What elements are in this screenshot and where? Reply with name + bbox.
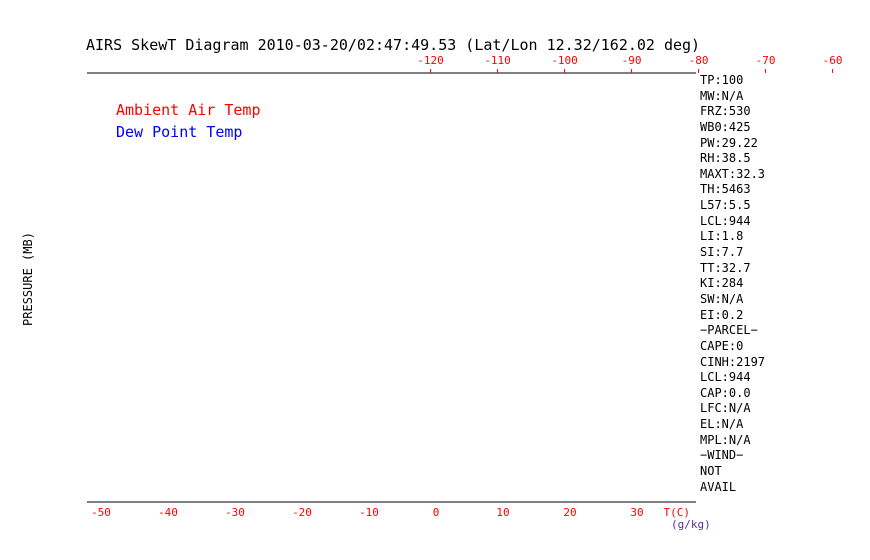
stat-item: −WIND− bbox=[700, 448, 744, 463]
top-tick-label: -80 bbox=[689, 54, 709, 67]
bottom-tick-label: -50 bbox=[91, 506, 111, 519]
stat-item: LFC:N/A bbox=[700, 401, 751, 416]
stat-item: CAPE:0 bbox=[700, 338, 744, 353]
stat-item: EL:N/A bbox=[700, 417, 744, 432]
top-tick-label: -70 bbox=[756, 54, 776, 67]
stats-panel: TP:100 MW:N/A FRZ:530 WB0:425 PW:29.22 RH:38.… bbox=[700, 73, 765, 495]
bottom-tick-label: 10 bbox=[496, 506, 509, 519]
bottom-tick-label: 0 bbox=[433, 506, 440, 519]
legend-dew-point-temp: Dew Point Temp bbox=[116, 123, 243, 141]
stat-item: −PARCEL− bbox=[700, 323, 758, 338]
legend-ambient-air-temp: Ambient Air Temp bbox=[116, 101, 261, 119]
bottom-tick-label: -10 bbox=[359, 506, 379, 519]
stat-item: SI:7.7 bbox=[700, 245, 744, 260]
top-tick-label: -100 bbox=[551, 54, 578, 67]
stat-item: AVAIL bbox=[700, 479, 737, 494]
top-tick-label: -110 bbox=[484, 54, 511, 67]
stat-item: LI:1.8 bbox=[700, 229, 744, 244]
stat-item: WB0:425 bbox=[700, 119, 751, 134]
stat-item: L57:5.5 bbox=[700, 198, 751, 213]
stat-item: TT:32.7 bbox=[700, 260, 751, 275]
bottom-tick-label: -30 bbox=[225, 506, 245, 519]
stat-item: MPL:N/A bbox=[700, 432, 751, 447]
stat-item: TH:5463 bbox=[700, 182, 751, 197]
stat-item: MAXT:32.3 bbox=[700, 166, 766, 181]
stat-item: NOT bbox=[700, 464, 722, 479]
chart-title: AIRS SkewT Diagram 2010-03-20/02:47:49.5… bbox=[86, 36, 701, 54]
mixing-ratio-unit-label: (g/kg) bbox=[671, 518, 711, 531]
stat-item: PW:29.22 bbox=[700, 135, 758, 150]
top-tick-label: -120 bbox=[417, 54, 444, 67]
stat-item: TP:100 bbox=[700, 73, 744, 87]
stat-item: MW:N/A bbox=[700, 88, 744, 103]
bottom-tick-label: -20 bbox=[292, 506, 312, 519]
top-tick-label: -90 bbox=[622, 54, 642, 67]
bottom-tick-label: 30 bbox=[630, 506, 643, 519]
stat-item: KI:284 bbox=[700, 276, 744, 291]
stat-item: LCL:944 bbox=[700, 370, 751, 385]
stat-item: FRZ:530 bbox=[700, 104, 751, 119]
top-tick-label: -60 bbox=[823, 54, 843, 67]
bottom-tick-label: 20 bbox=[563, 506, 576, 519]
x-axis-label: T(C) bbox=[664, 506, 691, 519]
bottom-tick-label: -40 bbox=[158, 506, 178, 519]
stat-item: CAP:0.0 bbox=[700, 385, 751, 400]
stat-item: SW:N/A bbox=[700, 291, 744, 306]
stat-item: LCL:944 bbox=[700, 213, 751, 228]
stat-item: RH:38.5 bbox=[700, 151, 751, 166]
stat-item: EI:0.2 bbox=[700, 307, 744, 322]
stat-item: CINH:2197 bbox=[700, 354, 766, 369]
